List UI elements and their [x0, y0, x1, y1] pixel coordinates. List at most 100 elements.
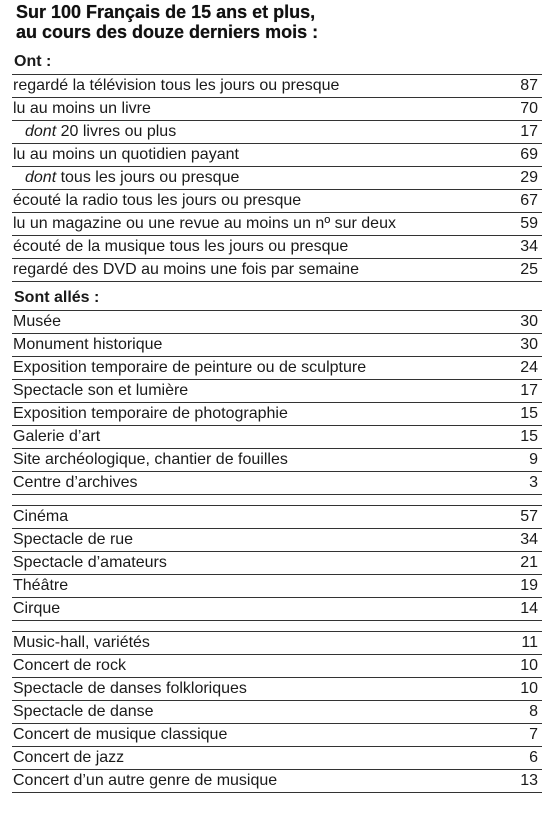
- row-value: 67: [520, 192, 538, 209]
- row-label: dont tous les jours ou presque: [13, 167, 239, 189]
- table-row: Monument historique 30: [12, 334, 542, 357]
- row-value: 17: [520, 382, 538, 399]
- stats-table: Ont : regardé la télévision tous les jou…: [12, 50, 542, 793]
- table-row: Site archéologique, chantier de fouilles…: [12, 449, 542, 472]
- section-ont-rows: regardé la télévision tous les jours ou …: [12, 75, 542, 282]
- table-row: dont tous les jours ou presque 29: [12, 167, 542, 190]
- table-row: Galerie d’art 15: [12, 426, 542, 449]
- table-row: Spectacle de danses folkloriques 10: [12, 678, 542, 701]
- row-label: Spectacle de danse: [13, 703, 154, 720]
- table-row: lu un magazine ou une revue au moins un …: [12, 213, 542, 236]
- row-value: 15: [520, 405, 538, 422]
- row-label-prefix: dont: [25, 169, 57, 186]
- row-label: Spectacle de rue: [13, 531, 134, 548]
- group-gap: [12, 495, 542, 505]
- table-row: Spectacle son et lumière 17: [12, 380, 542, 403]
- row-label: lu un magazine ou une revue au moins un …: [13, 215, 396, 232]
- table-row: Concert d’un autre genre de musique 13: [12, 770, 542, 793]
- row-value: 19: [520, 577, 538, 594]
- section-heading-alles: Sont allés :: [14, 289, 100, 306]
- group-gap: [12, 621, 542, 631]
- row-value: 34: [520, 531, 538, 548]
- row-label: Centre d’archives: [13, 474, 138, 491]
- row-value: 10: [520, 680, 538, 697]
- row-value: 6: [529, 749, 538, 766]
- row-value: 15: [520, 428, 538, 445]
- row-label: Monument historique: [13, 336, 163, 353]
- section-alles-group-2: Cinéma 57 Spectacle de rue 34 Spectacle d’am…: [12, 506, 542, 621]
- section-alles-group-1: Musée 30 Monument historique 30 Exposition t…: [12, 311, 542, 495]
- table-row: Spectacle de danse 8: [12, 701, 542, 724]
- table-row: Spectacle d’amateurs 21: [12, 552, 542, 575]
- divider: [12, 74, 542, 75]
- row-label: Exposition temporaire de photographie: [13, 405, 288, 422]
- table-title: Sur 100 Français de 15 ans et plus, au c…: [16, 2, 318, 42]
- row-label: Concert de rock: [13, 657, 126, 674]
- row-label: regardé des DVD au moins une fois par se…: [13, 261, 359, 278]
- section-alles-group-3: Music-hall, variétés 11 Concert de rock 10 S…: [12, 632, 542, 793]
- row-value: 24: [520, 359, 538, 376]
- row-label: Music-hall, variétés: [13, 634, 150, 651]
- row-value: 30: [520, 336, 538, 353]
- row-value: 30: [520, 313, 538, 330]
- row-label: Spectacle d’amateurs: [13, 554, 167, 571]
- row-value: 34: [520, 238, 538, 255]
- row-value: 11: [521, 634, 538, 651]
- row-value: 14: [520, 600, 538, 617]
- row-value: 59: [520, 215, 538, 232]
- table-row: Concert de jazz 6: [12, 747, 542, 770]
- row-value: 70: [520, 100, 538, 117]
- row-label: Concert de musique classique: [13, 726, 228, 743]
- row-value: 29: [520, 169, 538, 186]
- table-row: Cirque 14: [12, 598, 542, 621]
- table-row: écouté de la musique tous les jours ou p…: [12, 236, 542, 259]
- row-value: 69: [520, 146, 538, 163]
- row-label: lu au moins un livre: [13, 100, 151, 117]
- row-value: 57: [520, 508, 538, 525]
- row-label: Exposition temporaire de peinture ou de …: [13, 359, 367, 376]
- table-row: Théâtre 19: [12, 575, 542, 598]
- table-row: Centre d’archives 3: [12, 472, 542, 495]
- row-label: Spectacle son et lumière: [13, 382, 189, 399]
- row-value: 25: [520, 261, 538, 278]
- section-heading-ont: Ont :: [14, 53, 52, 70]
- row-value: 3: [529, 474, 538, 491]
- row-label: lu au moins un quotidien payant: [13, 146, 239, 163]
- title-line-1: Sur 100 Français de 15 ans et plus,: [16, 2, 316, 22]
- divider: [12, 505, 542, 506]
- row-value: 13: [520, 772, 538, 789]
- table-row: Spectacle de rue 34: [12, 529, 542, 552]
- table-row: regardé la télévision tous les jours ou …: [12, 75, 542, 98]
- table-row: écouté la radio tous les jours ou presqu…: [12, 190, 542, 213]
- row-label: Cinéma: [13, 508, 69, 525]
- row-value: 17: [520, 123, 538, 140]
- row-label-text: tous les jours ou presque: [56, 169, 240, 186]
- title-line-2: au cours des douze derniers mois :: [16, 22, 319, 42]
- row-label-text: 20 livres ou plus: [56, 123, 177, 140]
- row-label: écouté la radio tous les jours ou presqu…: [13, 192, 302, 209]
- table-row: Music-hall, variétés 11: [12, 632, 542, 655]
- table-row: Concert de musique classique 7: [12, 724, 542, 747]
- row-value: 9: [529, 451, 538, 468]
- divider: [12, 310, 542, 311]
- row-value: 21: [520, 554, 538, 571]
- table-row: lu au moins un quotidien payant 69: [12, 144, 542, 167]
- table-row: Musée 30: [12, 311, 542, 334]
- row-label-prefix: dont: [25, 123, 57, 140]
- row-label: Cirque: [13, 600, 61, 617]
- table-row: Exposition temporaire de peinture ou de …: [12, 357, 542, 380]
- table-row: Concert de rock 10: [12, 655, 542, 678]
- table-row: regardé des DVD au moins une fois par se…: [12, 259, 542, 282]
- row-label: dont 20 livres ou plus: [13, 121, 176, 143]
- table-row: dont 20 livres ou plus 17: [12, 121, 542, 144]
- row-label: Site archéologique, chantier de fouilles: [13, 451, 288, 468]
- row-value: 87: [520, 77, 538, 94]
- row-label: regardé la télévision tous les jours ou …: [13, 77, 340, 94]
- divider: [12, 631, 542, 632]
- row-value: 10: [520, 657, 538, 674]
- row-label: Galerie d’art: [13, 428, 101, 445]
- row-value: 8: [529, 703, 538, 720]
- row-label: Théâtre: [13, 577, 69, 594]
- table-row: Exposition temporaire de photographie 15: [12, 403, 542, 426]
- row-label: Concert de jazz: [13, 749, 125, 766]
